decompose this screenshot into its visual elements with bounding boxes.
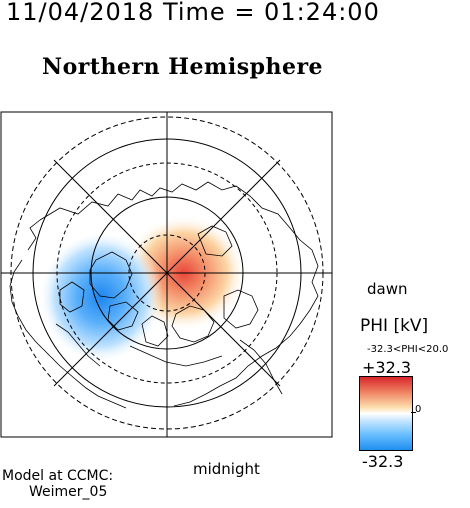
model-credit: Model at CCMC: Weimer_05: [2, 468, 113, 500]
plot-title: Northern Hemisphere: [42, 54, 324, 80]
colorbar-min-label: -32.3: [362, 452, 404, 471]
credit-line-1: Model at CCMC:: [2, 468, 114, 484]
colorbar-max-label: +32.3: [362, 358, 412, 377]
midnight-label: midnight: [193, 460, 260, 478]
colorbar-zero-tick: [411, 412, 416, 413]
coastlines: [9, 181, 319, 409]
meridian-diag-2: [53, 159, 281, 387]
colorbar-zero-label: 0: [415, 404, 422, 415]
dawn-label: dawn: [367, 280, 408, 298]
colorbar-title: PHI [kV]: [360, 316, 429, 336]
datetime-header: 11/04/2018 Time = 01:24:00: [6, 0, 380, 26]
negative-potential-cell: [39, 231, 163, 363]
polar-map: [0, 111, 333, 438]
credit-line-2: Weimer_05: [29, 484, 108, 500]
colorbar: [359, 376, 413, 451]
longitude-grid: [1, 112, 332, 437]
colorbar-range: -32.3<PHI<20.0: [367, 344, 449, 355]
